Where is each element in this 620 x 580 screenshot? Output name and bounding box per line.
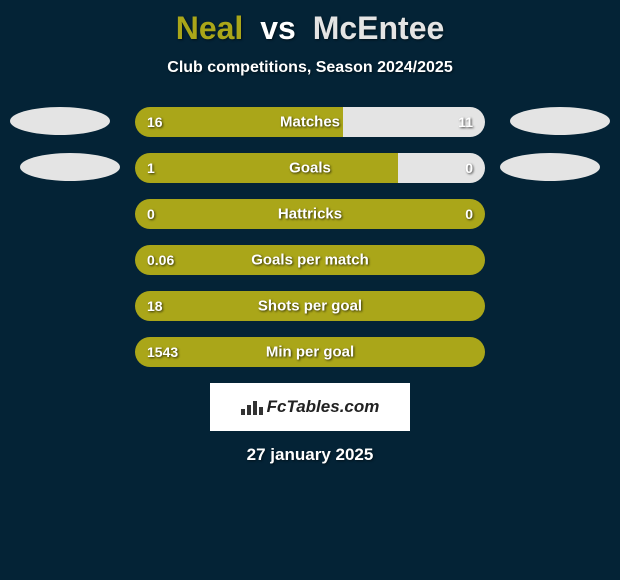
bar-value-player2: 11	[458, 114, 473, 130]
bar-value-player1: 0	[147, 206, 155, 222]
bar-value-player1: 1543	[147, 344, 178, 360]
player2-badge2-icon	[500, 153, 600, 181]
stat-bars: Matches 16 11 Goals 1 0 Hattricks 0 0 Goals per m…	[135, 107, 485, 367]
bar-value-player1: 0.06	[147, 252, 174, 268]
page-title: Neal vs McEntee	[0, 0, 620, 47]
player1-badge-icon	[10, 107, 110, 135]
bar-label: Goals per match	[251, 252, 369, 269]
bar-label: Hattricks	[278, 206, 342, 223]
bar-value-player1: 16	[147, 114, 163, 130]
title-player2: McEntee	[313, 10, 445, 46]
player2-badge-icon	[510, 107, 610, 135]
bar-segment-player1	[135, 153, 398, 183]
bar-value-player1: 1	[147, 160, 155, 176]
bar-value-player2: 0	[465, 206, 473, 222]
player1-badge2-icon	[20, 153, 120, 181]
bar-value-player2: 0	[465, 160, 473, 176]
subtitle: Club competitions, Season 2024/2025	[0, 59, 620, 77]
stat-bar: Matches 16 11	[135, 107, 485, 137]
stat-bar: Goals 1 0	[135, 153, 485, 183]
bar-label: Matches	[280, 114, 340, 131]
stat-bar: Goals per match 0.06	[135, 245, 485, 275]
title-player1: Neal	[176, 10, 244, 46]
stat-bar: Hattricks 0 0	[135, 199, 485, 229]
bar-label: Min per goal	[266, 344, 354, 361]
date-label: 27 january 2025	[0, 445, 620, 465]
chart-area: Matches 16 11 Goals 1 0 Hattricks 0 0 Goals per m…	[0, 107, 620, 367]
bar-label: Goals	[289, 160, 331, 177]
bar-value-player1: 18	[147, 298, 163, 314]
bar-chart-icon	[241, 399, 263, 415]
stat-bar: Min per goal 1543	[135, 337, 485, 367]
fctables-logo: FcTables.com	[210, 383, 410, 431]
title-vs: vs	[260, 10, 296, 46]
stat-bar: Shots per goal 18	[135, 291, 485, 321]
logo-text: FcTables.com	[267, 397, 380, 417]
bar-label: Shots per goal	[258, 298, 362, 315]
